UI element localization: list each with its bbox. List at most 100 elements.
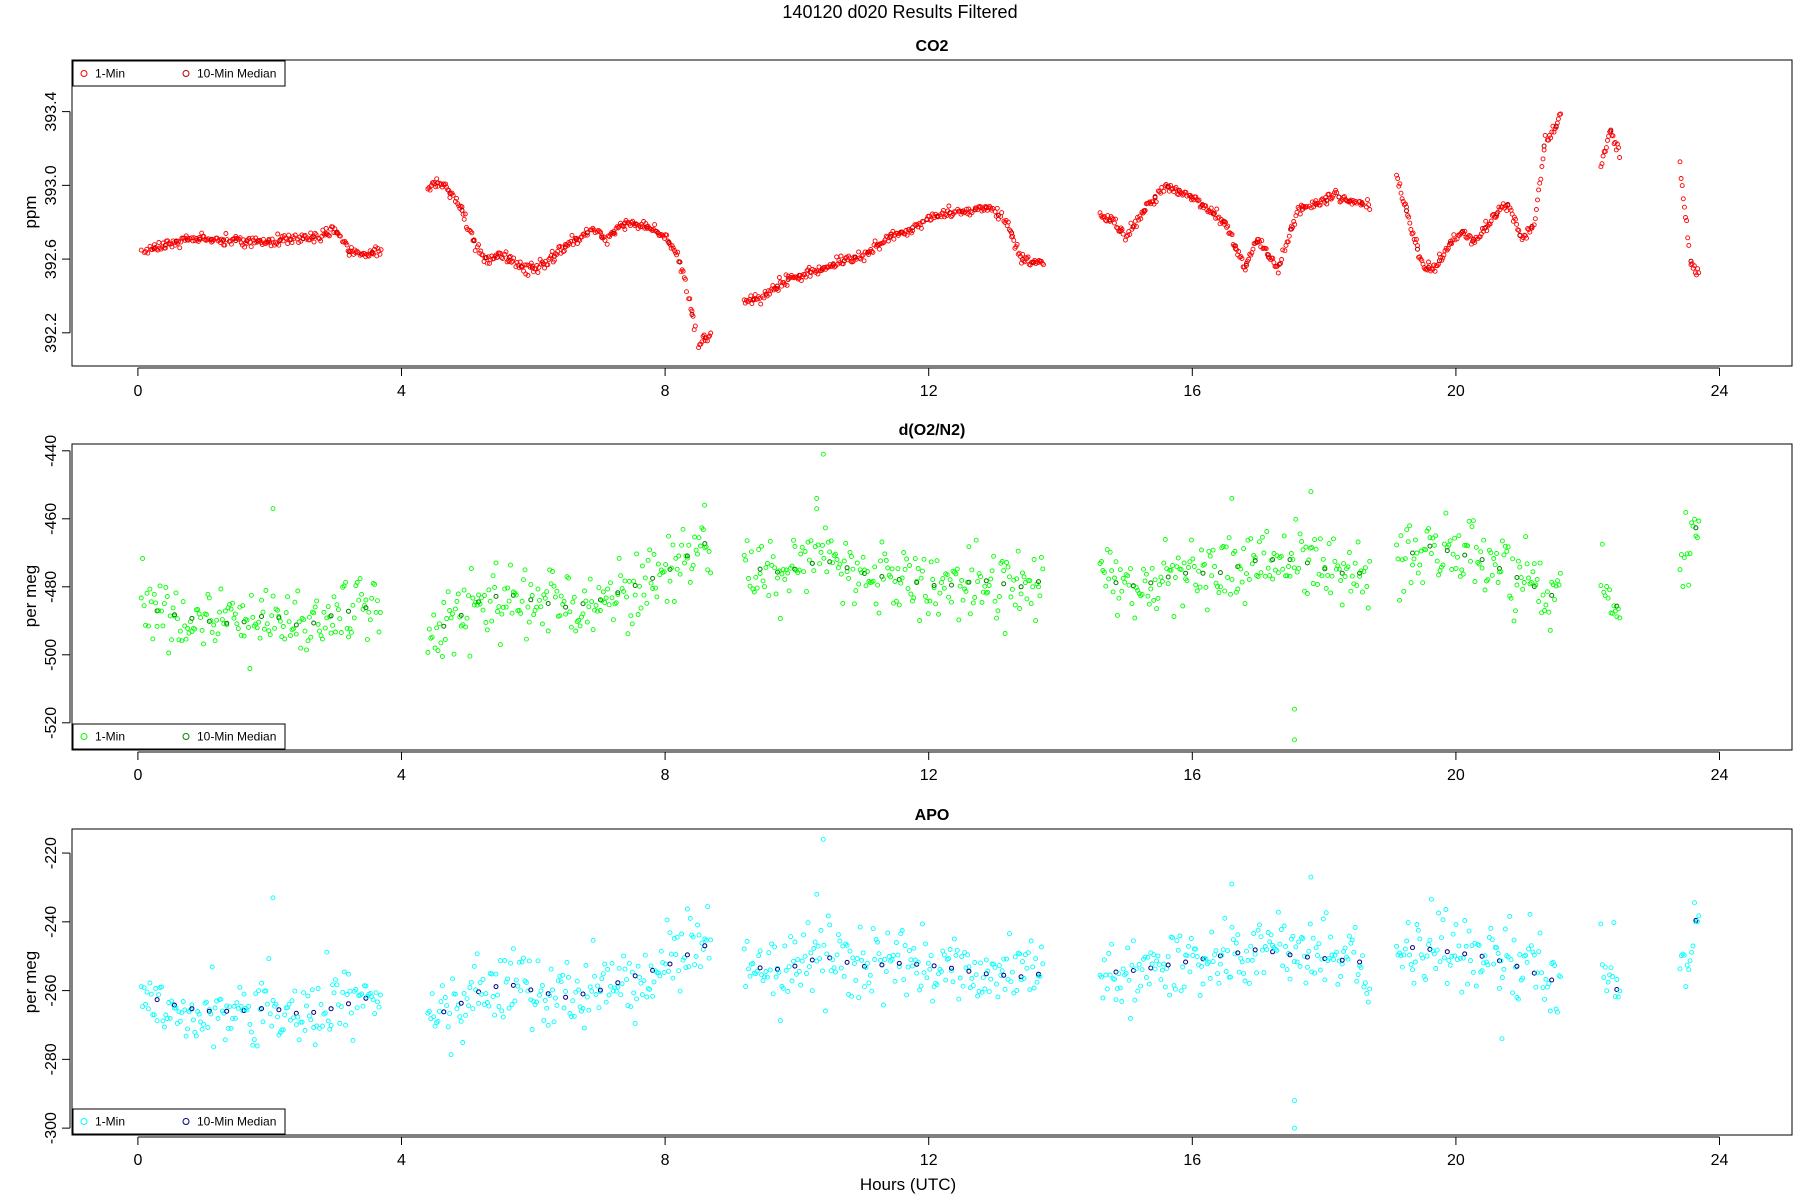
one-min-point	[490, 573, 496, 579]
one-min-point	[1265, 565, 1271, 571]
one-min-point	[1462, 542, 1468, 548]
one-min-point	[1427, 535, 1433, 541]
one-min-point	[920, 921, 925, 927]
one-min-point	[508, 960, 513, 966]
one-min-point	[518, 988, 524, 994]
one-min-point	[493, 971, 499, 977]
one-min-point	[621, 589, 627, 594]
one-min-point	[1439, 935, 1444, 941]
median-point	[311, 620, 317, 626]
one-min-point	[609, 960, 615, 966]
one-min-point	[1104, 986, 1110, 992]
one-min-point	[1034, 979, 1040, 985]
one-min-point	[515, 983, 521, 989]
one-min-point	[331, 594, 337, 600]
one-min-point	[757, 948, 763, 954]
one-min-point	[934, 558, 940, 564]
one-min-point	[756, 547, 762, 552]
one-min-point	[444, 616, 450, 621]
one-min-point	[780, 985, 786, 991]
one-min-point	[580, 1005, 586, 1011]
one-min-point	[503, 604, 509, 610]
one-min-point	[946, 594, 952, 600]
one-min-point	[917, 987, 923, 993]
y-tick-label: -500	[43, 639, 60, 671]
one-min-point	[1239, 256, 1245, 261]
median-point	[1693, 525, 1699, 531]
one-min-point	[1255, 574, 1261, 579]
one-min-point	[542, 265, 547, 271]
one-min-point	[682, 560, 687, 566]
one-min-point	[1142, 207, 1148, 213]
one-min-point	[822, 1008, 828, 1014]
one-min-point	[1543, 602, 1549, 608]
one-min-point	[315, 621, 321, 627]
one-min-point	[1508, 595, 1514, 601]
one-min-point	[775, 575, 780, 581]
one-min-point	[607, 234, 612, 240]
one-min-point	[483, 620, 489, 625]
one-min-point	[911, 945, 917, 951]
median-point	[1359, 201, 1365, 207]
one-min-point	[1203, 956, 1209, 962]
one-min-point	[1541, 147, 1547, 153]
one-min-point	[311, 610, 317, 616]
one-min-point	[975, 207, 980, 213]
one-min-point	[1245, 957, 1251, 963]
one-min-point	[1291, 565, 1297, 571]
one-min-point	[1012, 954, 1018, 960]
y-tick-label: -440	[43, 435, 60, 467]
median-point	[471, 238, 477, 244]
one-min-point	[174, 616, 180, 622]
one-min-point	[686, 964, 692, 970]
one-min-point	[227, 601, 233, 607]
one-min-point	[1447, 962, 1453, 968]
one-min-point	[927, 598, 933, 604]
one-min-point	[450, 611, 455, 617]
one-min-point	[1232, 246, 1238, 252]
one-min-point	[304, 1003, 309, 1009]
one-min-point	[795, 957, 801, 963]
one-min-point	[1364, 990, 1370, 996]
one-min-point	[690, 562, 696, 568]
one-min-point	[664, 917, 670, 923]
one-min-point	[915, 566, 921, 571]
one-min-point	[1138, 983, 1144, 989]
one-min-point	[1150, 199, 1156, 205]
one-min-point	[1191, 564, 1197, 569]
one-min-point	[1346, 550, 1352, 555]
one-min-point	[1428, 896, 1434, 902]
one-min-point	[1238, 566, 1244, 572]
one-min-point	[337, 616, 343, 622]
one-min-point	[173, 590, 179, 596]
one-min-point	[1284, 573, 1290, 579]
one-min-point	[1542, 132, 1548, 138]
one-min-point	[280, 1027, 286, 1033]
one-min-point	[1542, 608, 1547, 613]
one-min-point	[1473, 544, 1479, 550]
median-point	[949, 582, 954, 588]
one-min-point	[657, 233, 663, 239]
one-min-point	[314, 1023, 320, 1029]
one-min-point	[296, 619, 302, 625]
one-min-point	[1257, 539, 1262, 545]
median-point	[1001, 581, 1007, 587]
one-min-point	[815, 271, 821, 277]
one-min-point	[538, 604, 544, 610]
one-min-point	[442, 637, 448, 642]
one-min-point	[308, 230, 314, 236]
one-min-point	[608, 580, 613, 586]
one-min-point	[187, 236, 193, 241]
one-min-point	[1472, 940, 1478, 946]
median-point	[476, 989, 482, 995]
one-min-point	[772, 944, 778, 950]
one-min-point	[1030, 584, 1036, 590]
one-min-point	[864, 960, 870, 966]
one-min-point	[708, 570, 714, 576]
one-min-point	[600, 589, 606, 595]
one-min-point	[1466, 518, 1472, 524]
x-axis: 0 4 8 12 16 20 24	[133, 751, 1729, 784]
one-min-point	[1292, 706, 1297, 712]
one-min-point	[282, 636, 288, 642]
one-min-point	[472, 248, 478, 254]
